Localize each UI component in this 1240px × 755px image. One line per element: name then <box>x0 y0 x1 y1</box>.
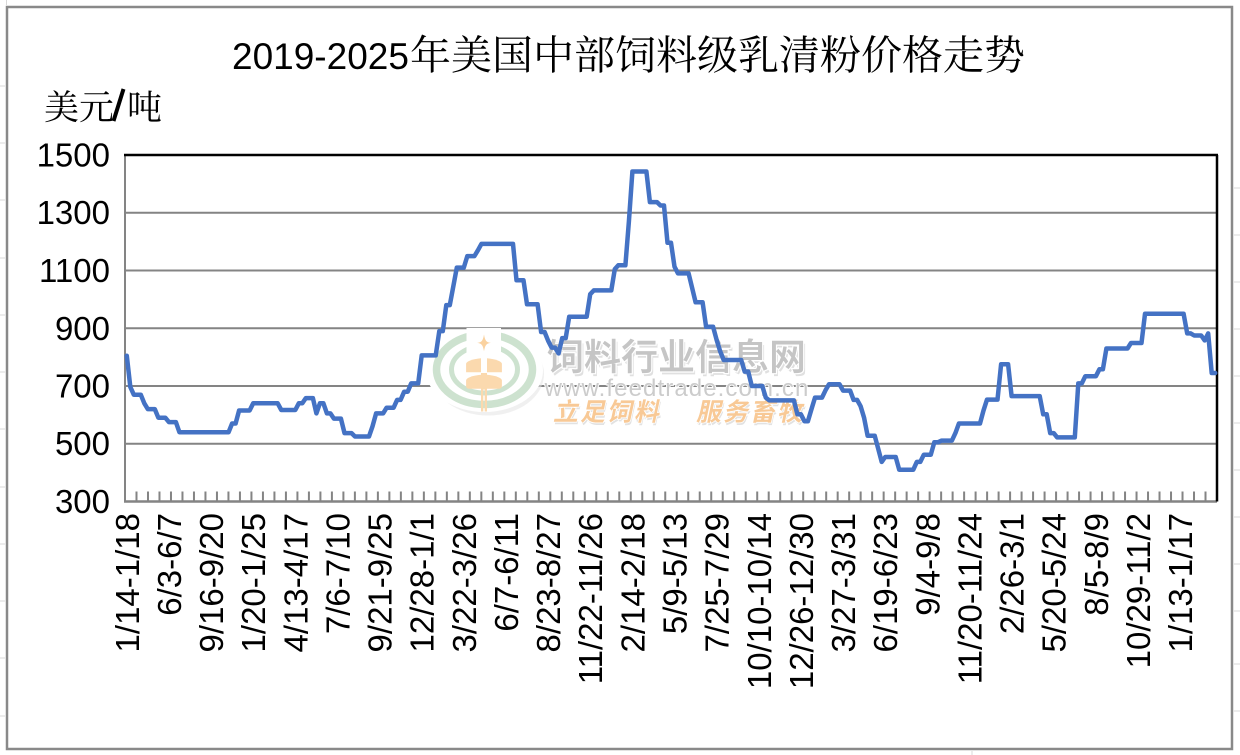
svg-text:12/28-1/1: 12/28-1/1 <box>404 513 441 652</box>
svg-text:1100: 1100 <box>39 252 110 289</box>
svg-text:6/19-6/23: 6/19-6/23 <box>867 513 904 652</box>
svg-text:900: 900 <box>55 310 110 347</box>
svg-text:1/13-1/17: 1/13-1/17 <box>1162 513 1199 652</box>
svg-text:9/21-9/25: 9/21-9/25 <box>362 513 399 652</box>
svg-text:6/3-6/7: 6/3-6/7 <box>151 513 188 616</box>
svg-text:7/25-7/29: 7/25-7/29 <box>699 513 736 652</box>
svg-text:1500: 1500 <box>37 137 110 174</box>
svg-text:500: 500 <box>55 425 110 462</box>
svg-text:8/23-8/27: 8/23-8/27 <box>530 513 567 652</box>
svg-text:3/22-3/26: 3/22-3/26 <box>446 513 483 652</box>
svg-text:2/26-3/1: 2/26-3/1 <box>994 513 1031 634</box>
svg-text:1/14-1/18: 1/14-1/18 <box>109 513 146 652</box>
svg-text:6/7-6/11: 6/7-6/11 <box>488 513 525 632</box>
svg-text:5/20-5/24: 5/20-5/24 <box>1036 513 1073 652</box>
svg-text:10/29-11/2: 10/29-11/2 <box>1120 513 1157 668</box>
svg-text:11/22-11/26: 11/22-11/26 <box>572 513 609 684</box>
svg-text:300: 300 <box>55 483 110 520</box>
svg-text:2019-2025: 2019-2025 <box>232 36 409 77</box>
svg-text:2/14-2/18: 2/14-2/18 <box>614 513 651 652</box>
svg-text:5/9-5/13: 5/9-5/13 <box>657 513 694 634</box>
svg-text:10/10-10/14: 10/10-10/14 <box>741 513 778 689</box>
svg-text:8/5-8/9: 8/5-8/9 <box>1078 513 1115 616</box>
svg-text:3/27-3/31: 3/27-3/31 <box>825 513 862 652</box>
svg-text:11/20-11/24: 11/20-11/24 <box>952 513 989 684</box>
svg-text:1/20-1/25: 1/20-1/25 <box>235 513 272 652</box>
svg-text:1300: 1300 <box>37 194 110 231</box>
svg-text:12/26-12/30: 12/26-12/30 <box>783 513 820 689</box>
svg-text:9/4-9/8: 9/4-9/8 <box>909 513 946 616</box>
svg-text:9/16-9/20: 9/16-9/20 <box>193 513 230 652</box>
svg-text:700: 700 <box>55 368 110 405</box>
svg-text:7/6-7/10: 7/6-7/10 <box>319 513 356 634</box>
svg-text:4/13-4/17: 4/13-4/17 <box>277 513 314 652</box>
